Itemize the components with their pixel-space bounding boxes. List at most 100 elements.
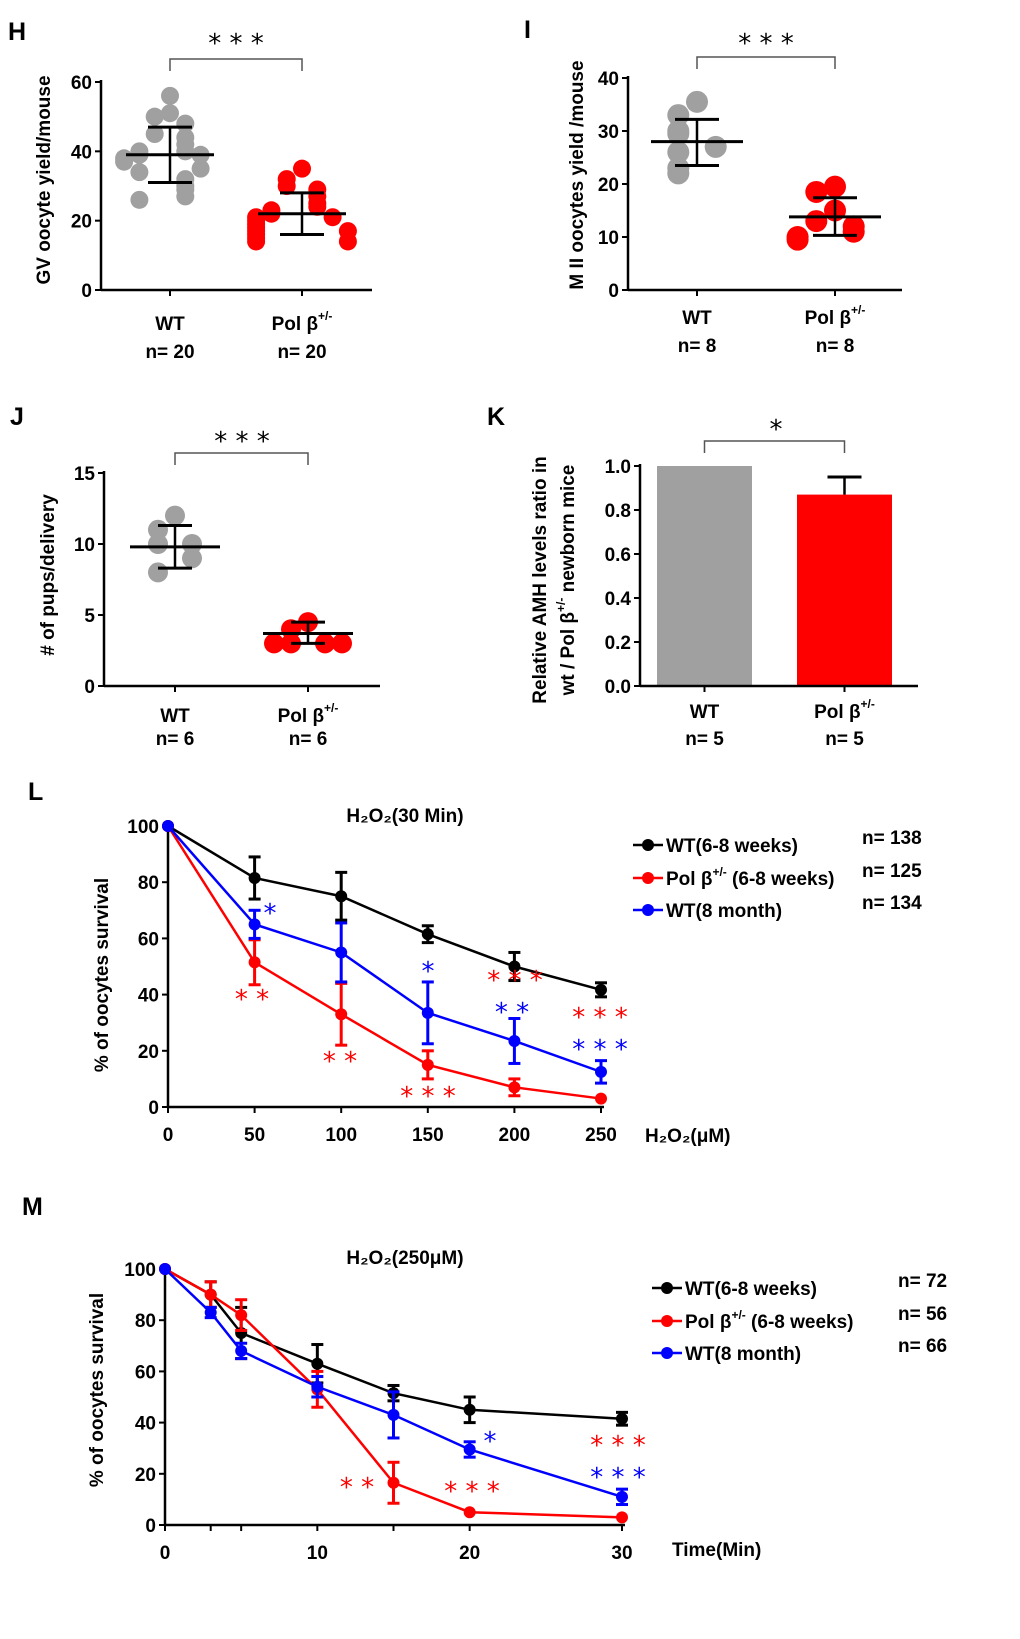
y-tick-label: 20 [598,175,619,196]
legend-label: WT(6-8 weeks) [666,836,798,857]
legend-label: WT(6-8 weeks) [685,1279,817,1300]
legend-suffix: (6-8 weeks) [727,869,835,890]
y-tick-label: 100 [127,817,159,838]
legend-name: Pol β [685,1312,731,1333]
series-line [167,825,602,1074]
data-point [704,135,727,158]
data-point [335,890,348,903]
category-label: WT [160,706,190,727]
panel-h: H 0 20 40 60 GV oocyte yield/mouse WT n= 20 Pol … [8,18,372,363]
data-point [115,152,134,171]
y-tick-label: 60 [135,1362,156,1383]
data-point [338,232,357,251]
legend-label: Pol β+/- (6-8 weeks) [685,1308,854,1333]
significance-stars: * * [495,998,529,1028]
x-axis-title: Time(Min) [672,1540,761,1561]
significance-stars: * * * [208,29,264,59]
x-axis-title: H₂O₂(μM) [645,1126,731,1147]
data-point [805,210,828,233]
data-point [595,1065,607,1078]
data-point [323,208,342,227]
data-point [667,162,690,185]
data-point [463,1403,476,1416]
category-label: Pol β+/- [272,309,333,335]
significance-stars: * * * [590,1431,646,1461]
legend-item: Pol β+/- (6-8 weeks) n= 125 [633,861,922,890]
legend-sup: +/- [712,865,726,879]
category-label: WT [690,702,720,723]
data-point [191,159,210,178]
y-tick-label: 0.8 [605,501,631,522]
legend-n: n= 56 [898,1304,947,1325]
significance-bracket [174,452,309,465]
data-point [182,534,202,554]
panel-letter: I [524,16,531,44]
panel-letter: K [487,403,505,431]
series-line [167,824,602,992]
y-axis-title-line2: wt / Pol β+/- newborn mice [554,465,579,697]
y-tick-label: 80 [135,1311,156,1332]
bar [797,494,892,686]
data-point [508,1081,521,1094]
sample-size-label: n= 20 [145,342,194,363]
category-label-sup: +/- [861,697,875,711]
y-tick-label: 1.0 [605,457,631,478]
y-tick-label: 0 [145,1516,156,1537]
y-tick-label: 20 [71,212,92,233]
data-point [421,1006,434,1019]
data-point [842,220,865,243]
category-label-sup: +/- [851,303,865,317]
data-point [387,1476,400,1489]
data-point [616,1412,628,1425]
data-point [421,1058,434,1071]
data-point [235,1309,248,1322]
x-tick-label: 200 [499,1125,531,1146]
category-label-text: WT [155,314,185,335]
sample-size-label: n= 6 [156,729,195,750]
y-tick-label: 40 [135,1414,156,1435]
category-label-text: Pol β [805,308,851,329]
category-label-text: WT [682,308,712,329]
data-point [686,90,708,113]
series-2 [159,1263,628,1507]
data-point [145,107,164,126]
data-point [508,960,521,973]
legend-label: WT(8 month) [685,1344,801,1365]
panel-letter: H [8,18,26,46]
y-tick-label: 100 [124,1260,156,1281]
data-point [145,125,164,143]
data-point [161,104,179,123]
data-point [293,159,311,178]
data-point [332,633,352,654]
data-point [595,983,607,996]
panel-m: M 0 20 40 60 80 100 0 10 20 30 Time(Min) H₂O₂(250μM)… [22,1193,947,1564]
sample-size-label: n= 20 [277,342,326,363]
data-point [508,1034,521,1047]
data-point [335,1008,348,1021]
legend-name: WT(8 month) [685,1344,801,1365]
data-point [159,1263,171,1275]
data-point [130,163,149,182]
category-label: Pol β+/- [278,701,339,727]
significance-stars: * * * [400,1082,456,1112]
significance-stars: * * * [590,1463,646,1493]
data-point [786,228,809,251]
y-tick-label: 40 [71,142,92,163]
data-point [176,142,195,161]
y-axis-title: % of oocytes survival [87,1293,108,1487]
y-tick-label: 10 [74,535,95,556]
data-point [595,1092,607,1105]
significance-stars: * * * [487,966,543,996]
y-tick-label: 10 [598,228,619,249]
x-tick-label: 0 [163,1125,174,1146]
sample-size-label: n= 8 [816,336,855,357]
data-point [667,141,690,164]
category-label-sup: +/- [318,309,332,323]
category-label: WT [155,314,185,335]
legend-n: n= 138 [862,828,922,849]
data-point [616,1490,628,1503]
data-point [335,946,348,959]
data-point [421,928,434,941]
